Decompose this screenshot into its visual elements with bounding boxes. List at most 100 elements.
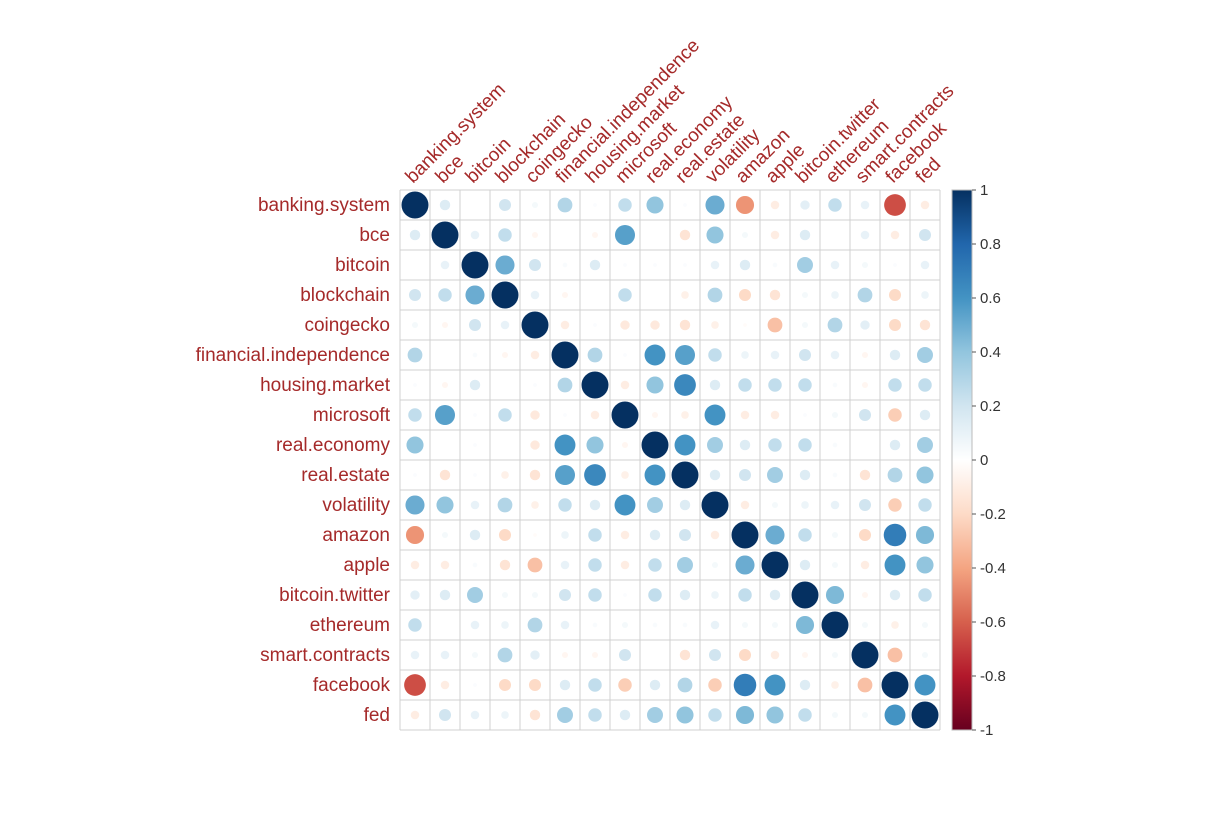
corr-circle-facebook-bce: [440, 680, 450, 690]
color-legend-tick-label: 0.6: [980, 290, 1001, 307]
corr-circle-facebook-coingecko: [528, 678, 542, 692]
corr-circle-real.estate-real.economy: [644, 464, 666, 486]
corr-circle-coingecko-fed: [919, 319, 931, 331]
corr-circle-facebook-smart.contracts: [857, 677, 873, 693]
corr-circle-microsoft-banking.system: [408, 408, 422, 422]
row-label: microsoft: [313, 405, 391, 426]
corr-circle-amazon-ethereum: [831, 531, 839, 539]
corr-circle-bitcoin-amazon: [739, 259, 751, 271]
corr-circle-microsoft-bitcoin.twitter: [803, 413, 807, 417]
corr-circle-coingecko-blockchain: [500, 320, 510, 330]
corr-circle-smart.contracts-housing.market: [591, 651, 599, 659]
corr-circle-fed-microsoft: [619, 709, 631, 721]
corr-circle-bitcoin-real.economy: [653, 263, 657, 267]
corr-circle-bce-amazon: [741, 231, 749, 239]
corr-circle-ethereum-microsoft: [621, 621, 629, 629]
corr-circle-amazon-coingecko: [533, 533, 537, 537]
corr-circle-facebook-housing.market: [588, 678, 602, 692]
corr-circle-banking.system-blockchain: [498, 198, 512, 212]
row-label: coingecko: [304, 315, 390, 336]
corr-circle-real.economy-banking.system: [406, 436, 424, 454]
corr-circle-smart.contracts-volatility: [708, 648, 722, 662]
corr-circle-facebook-real.estate: [677, 677, 693, 693]
corr-circle-bce-bitcoin: [470, 230, 480, 240]
column-labels: banking.systembcebitcoinblockchaincoinge…: [402, 35, 959, 187]
corr-circle-real.economy-amazon: [739, 439, 751, 451]
corr-circle-real.estate-facebook: [887, 467, 903, 483]
corr-circle-amazon-microsoft: [620, 530, 630, 540]
corr-circle-bitcoin.twitter-coingecko: [531, 591, 539, 599]
corr-circle-microsoft-real.economy: [651, 411, 659, 419]
row-labels: banking.system bce bitcoin blockchain coinge…: [196, 195, 391, 726]
corr-circle-smart.contracts-ethereum: [831, 651, 839, 659]
corr-circle-housing.market-real.economy: [646, 376, 664, 394]
corr-circle-bitcoin-real.estate: [683, 263, 687, 267]
corr-circle-financial.independence-financial.independence: [551, 341, 579, 369]
corr-circle-amazon-financial.independence: [561, 531, 569, 539]
corr-circle-financial.independence-housing.market: [587, 347, 603, 363]
corr-circle-fed-real.economy: [647, 707, 663, 723]
corr-circle-apple-blockchain: [499, 559, 511, 571]
corr-circle-blockchain-coingecko: [530, 290, 540, 300]
corr-circle-housing.market-smart.contracts: [861, 381, 869, 389]
corr-circle-microsoft-real.estate: [681, 411, 689, 419]
corr-circle-blockchain-facebook: [888, 288, 902, 302]
corr-circle-bce-banking.system: [409, 229, 421, 241]
corr-circle-apple-bce: [440, 560, 450, 570]
corr-circle-blockchain-bce: [438, 288, 452, 302]
corr-circle-banking.system-real.economy: [646, 196, 664, 214]
corr-circle-fed-housing.market: [588, 708, 602, 722]
corr-circle-bitcoin.twitter-bitcoin.twitter: [791, 581, 819, 609]
corr-circle-apple-coingecko: [527, 557, 543, 573]
color-legend: 1 0.8 0.6 0.4 0.2 0 -0.2 -0.4 -0.6 -0.8 -1: [951, 182, 1006, 739]
corr-circle-ethereum-apple: [771, 621, 779, 629]
corr-circle-facebook-volatility: [708, 678, 722, 692]
corr-circle-bitcoin-smart.contracts: [861, 261, 869, 269]
corr-circle-financial.independence-banking.system: [407, 347, 423, 363]
corr-circle-volatility-facebook: [888, 498, 902, 512]
corr-circle-bitcoin-blockchain: [495, 255, 515, 275]
corr-circle-volatility-real.estate: [679, 499, 691, 511]
corr-circle-apple-volatility: [711, 561, 719, 569]
corr-circle-amazon-banking.system: [405, 525, 425, 545]
color-legend-tick-label: -0.8: [980, 668, 1006, 685]
corr-circle-housing.market-apple: [768, 378, 782, 392]
corr-circle-microsoft-ethereum: [831, 411, 839, 419]
corr-circle-financial.independence-ethereum: [830, 350, 840, 360]
corr-circle-blockchain-microsoft: [618, 288, 632, 302]
corr-circle-fed-fed: [911, 701, 939, 729]
corr-circle-real.estate-fed: [916, 466, 934, 484]
corr-circle-bce-bce: [431, 221, 459, 249]
corr-circle-bitcoin.twitter-microsoft: [623, 593, 627, 597]
corr-circle-housing.market-fed: [918, 378, 932, 392]
corr-circle-coingecko-financial.independence: [560, 320, 570, 330]
corr-circle-coingecko-housing.market: [593, 323, 597, 327]
corr-circle-bitcoin.twitter-real.estate: [679, 589, 691, 601]
corr-circle-microsoft-bce: [434, 404, 456, 426]
corr-circle-housing.market-bitcoin: [469, 379, 481, 391]
corr-circle-smart.contracts-financial.independence: [561, 651, 569, 659]
corr-circle-bitcoin.twitter-banking.system: [410, 590, 420, 600]
corr-circle-bitcoin-fed: [920, 260, 930, 270]
corr-circle-apple-bitcoin: [472, 562, 478, 568]
corr-circle-apple-ethereum: [831, 561, 839, 569]
corr-circle-bitcoin.twitter-apple: [769, 589, 781, 601]
corr-circle-microsoft-amazon: [740, 410, 750, 420]
corr-circle-apple-apple: [761, 551, 789, 579]
row-label: real.economy: [276, 435, 391, 456]
corr-circle-ethereum-coingecko: [527, 617, 543, 633]
corr-circle-housing.market-microsoft: [620, 380, 630, 390]
corr-circle-banking.system-apple: [770, 200, 780, 210]
corr-circle-facebook-fed: [914, 674, 936, 696]
corr-circle-apple-real.economy: [648, 558, 662, 572]
corr-circle-ethereum-blockchain: [501, 621, 509, 629]
corr-circle-amazon-volatility: [710, 530, 720, 540]
corr-circle-coingecko-smart.contracts: [860, 320, 870, 330]
corr-circle-real.estate-microsoft: [621, 471, 629, 479]
corr-circle-amazon-smart.contracts: [858, 528, 872, 542]
corr-circle-microsoft-fed: [919, 409, 931, 421]
corr-circle-bce-fed: [918, 228, 932, 242]
corr-circle-amazon-facebook: [883, 523, 907, 547]
corr-circle-smart.contracts-fed: [921, 651, 929, 659]
corr-circle-fed-ethereum: [831, 711, 839, 719]
